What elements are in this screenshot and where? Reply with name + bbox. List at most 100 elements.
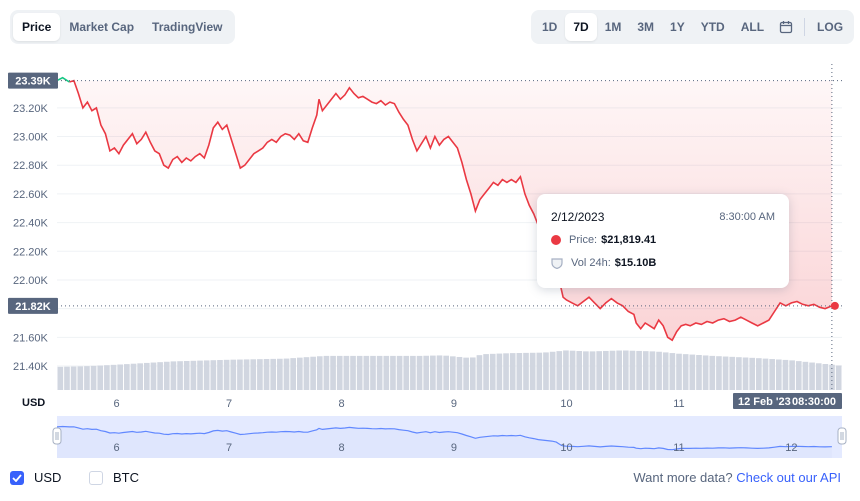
navigator-tick-label: 11 xyxy=(673,442,684,454)
x-axis-ticks: 6 7 8 9 10 11 xyxy=(114,398,685,410)
volume-bar xyxy=(117,364,124,390)
volume-bar xyxy=(150,362,157,390)
volume-bar xyxy=(383,355,390,390)
volume-bar xyxy=(669,353,676,390)
volume-bar xyxy=(250,359,257,390)
volume-bar xyxy=(556,351,563,390)
volume-bar xyxy=(543,352,549,390)
range-3m[interactable]: 3M xyxy=(637,20,655,34)
log-toggle[interactable]: LOG xyxy=(817,20,844,34)
price-tooltip: 2/12/2023 8:30:00 AM Price: $21,819.41 V… xyxy=(537,194,789,288)
x-tick-label: 11 xyxy=(673,398,684,410)
volume-bar xyxy=(569,350,576,390)
volume-bar xyxy=(769,359,775,390)
range-1m[interactable]: 1M xyxy=(604,20,622,34)
range-7d[interactable]: 7D xyxy=(565,13,597,41)
range-tabs: 1D 7D 1M 3M 1Y YTD ALL LOG xyxy=(531,10,855,44)
tab-tradingview[interactable]: TradingView xyxy=(152,20,223,34)
volume-bar xyxy=(356,355,363,390)
handle-grip[interactable] xyxy=(52,427,62,445)
volume-bar xyxy=(283,358,290,390)
volume-bar xyxy=(682,354,689,390)
volume-bar xyxy=(390,355,396,390)
navigator-handle-left[interactable] xyxy=(52,427,62,445)
volume-bar xyxy=(662,352,669,390)
volume-bar xyxy=(303,357,310,390)
usd-checkbox[interactable] xyxy=(10,470,24,485)
range-1y[interactable]: 1Y xyxy=(670,20,685,34)
volume-bar xyxy=(549,351,556,390)
volume-bar xyxy=(782,359,789,390)
volume-bar xyxy=(795,361,802,390)
volume-bar xyxy=(529,352,536,390)
volume-bar xyxy=(210,360,217,390)
volume-bar xyxy=(822,363,829,390)
volume-bar xyxy=(523,352,529,390)
tooltip-price-row: Price: $21,819.41 xyxy=(551,234,656,246)
volume-bar xyxy=(649,351,656,390)
volume-bar xyxy=(736,357,742,390)
y-tick-label: 23.20K xyxy=(13,103,49,115)
volume-bar xyxy=(163,361,170,390)
y-tick-label: 22.40K xyxy=(13,218,49,230)
calendar-icon[interactable] xyxy=(772,13,800,41)
crosshair-time: 08:30:00 xyxy=(792,396,836,408)
volume-bar xyxy=(157,362,163,390)
range-1d[interactable]: 1D xyxy=(542,20,558,34)
current-price-text: 21.82K xyxy=(15,301,51,313)
volume-bar xyxy=(316,356,323,390)
volume-bar xyxy=(689,354,696,390)
volume-bar xyxy=(104,365,110,390)
api-link[interactable]: Check out our API xyxy=(736,470,841,485)
x-tick-label: 10 xyxy=(560,398,572,410)
volume-bar xyxy=(456,356,463,390)
handle-grip[interactable] xyxy=(837,427,847,445)
usd-label: USD xyxy=(34,470,62,485)
volume-bar xyxy=(310,356,316,390)
volume-bar xyxy=(203,360,210,390)
volume-bar xyxy=(237,359,243,390)
volume-bar xyxy=(469,357,476,390)
volume-bar xyxy=(829,364,835,390)
btc-toggle[interactable]: BTC xyxy=(89,470,139,485)
volume-bar xyxy=(230,359,237,390)
volume-bar xyxy=(463,357,469,390)
tooltip-date: 2/12/2023 xyxy=(551,210,605,224)
chart-type-tabs: Price Market Cap TradingView xyxy=(10,10,235,44)
high-price-text: 23.39K xyxy=(15,76,51,88)
btc-checkbox[interactable] xyxy=(89,470,103,485)
volume-bar xyxy=(476,355,483,390)
volume-bar xyxy=(177,361,183,390)
volume-bar xyxy=(263,359,270,390)
volume-bar xyxy=(323,355,330,390)
x-tick-label: 8 xyxy=(338,398,344,410)
range-ytd[interactable]: YTD xyxy=(700,20,725,34)
navigator-area xyxy=(57,426,832,458)
tooltip-volume-label: Vol 24h: xyxy=(571,257,611,269)
tab-price[interactable]: Price xyxy=(13,13,61,41)
usd-toggle[interactable]: USD xyxy=(10,470,61,485)
volume-bar xyxy=(277,358,283,390)
navigator-handle-right[interactable] xyxy=(837,427,847,445)
volume-bar xyxy=(376,355,383,390)
volume-bar xyxy=(536,352,543,390)
volume-bar xyxy=(616,350,622,390)
volume-bar xyxy=(197,360,203,390)
volume-bar xyxy=(450,356,456,390)
volume-bar xyxy=(596,351,603,390)
volume-bar xyxy=(483,354,489,390)
volume-bar xyxy=(57,366,64,390)
range-navigator[interactable]: 6 7 8 9 10 11 12 xyxy=(52,416,847,458)
tab-market-cap[interactable]: Market Cap xyxy=(69,20,135,34)
x-tick-label: 9 xyxy=(451,398,457,410)
range-all[interactable]: ALL xyxy=(740,20,765,34)
volume-bar xyxy=(749,357,756,390)
range-divider xyxy=(804,18,806,36)
crosshair-date: 12 Feb '23 xyxy=(738,396,791,408)
volume-bar xyxy=(257,359,263,390)
volume-bar xyxy=(64,366,70,390)
volume-bar xyxy=(696,355,702,390)
calendar-glyph xyxy=(779,21,793,34)
volume-bar xyxy=(90,365,97,390)
volume-bar xyxy=(742,357,749,390)
